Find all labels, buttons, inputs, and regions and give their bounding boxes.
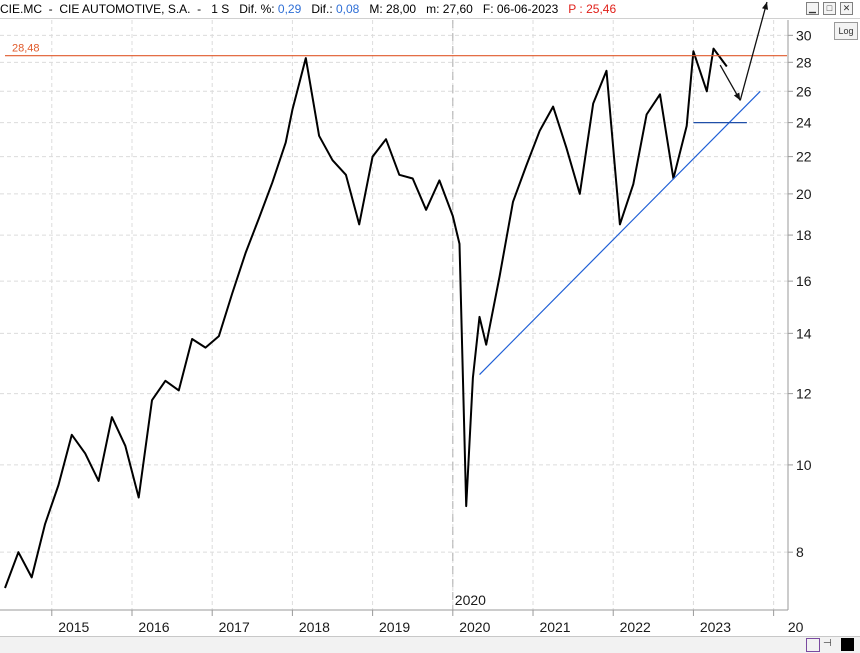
chart-header: CIE.MC - CIE AUTOMOTIVE, S.A. - 1 S Dif.… [0,0,860,19]
price-series [4,47,728,589]
x-tick-label: 20 [788,619,804,635]
chart-grid [0,20,788,610]
pin-icon[interactable]: ⊣ [823,638,832,649]
chart-annotations: 28,48 [5,1,787,375]
period-label: 1 S [211,2,230,16]
x-tick-label: 2018 [299,619,330,635]
log-scale-button[interactable]: Log [834,22,858,40]
x-tick-label: 2019 [379,619,410,635]
x-tick-label: 2020 [459,619,490,635]
price-value: 25,46 [586,2,617,16]
close-icon[interactable]: ✕ [840,2,853,15]
y-tick-label: 20 [796,186,812,202]
y-tick-label: 14 [796,325,812,341]
x-tick-label: 2021 [539,619,570,635]
maximize-icon[interactable]: □ [823,2,836,15]
arrow-2 [739,1,768,101]
x-tick-label: 2015 [58,619,89,635]
chart-axes [0,20,793,616]
x-tick-label: 2016 [138,619,169,635]
dif-pct-value: 0,29 [277,2,302,16]
save-icon[interactable] [806,638,820,652]
price-line [4,47,728,589]
dif-label: Dif.: [311,2,333,16]
dif-value: 0,08 [336,2,360,16]
x-tick-label: 2017 [219,619,250,635]
y-tick-label: 12 [796,386,812,402]
y-tick-label: 10 [796,457,812,473]
color-swatch-icon[interactable] [841,638,854,651]
y-tick-label: 28 [796,54,812,70]
cursor-label: 2020 [455,592,486,608]
x-tick-label: 2022 [620,619,651,635]
arrowhead-2 [762,2,769,10]
y-tick-label: 30 [796,27,812,43]
y-tick-label: 8 [796,544,804,560]
status-bar: ⊣ [0,636,860,653]
price-prefix: P : [568,2,583,16]
company-name: CIE AUTOMOTIVE, S.A. [59,2,191,16]
date-value: F: 06-06-2023 [482,2,559,16]
y-tick-label: 18 [796,227,812,243]
arrowhead-1 [733,92,741,101]
y-tick-label: 24 [796,115,812,131]
max-value: M: 28,00 [369,2,417,16]
resistance-label: 28,48 [12,43,40,55]
y-tick-label: 22 [796,149,812,165]
dif-pct-label: Dif. %: [239,2,275,16]
y-tick-label: 16 [796,273,812,289]
minimize-icon[interactable]: ▁ [806,2,819,15]
x-tick-label: 2023 [700,619,731,635]
ticker-symbol: CIE.MC [0,2,42,16]
trendline [479,90,761,375]
y-tick-label: 26 [796,83,812,99]
min-value: m: 27,60 [426,2,473,16]
